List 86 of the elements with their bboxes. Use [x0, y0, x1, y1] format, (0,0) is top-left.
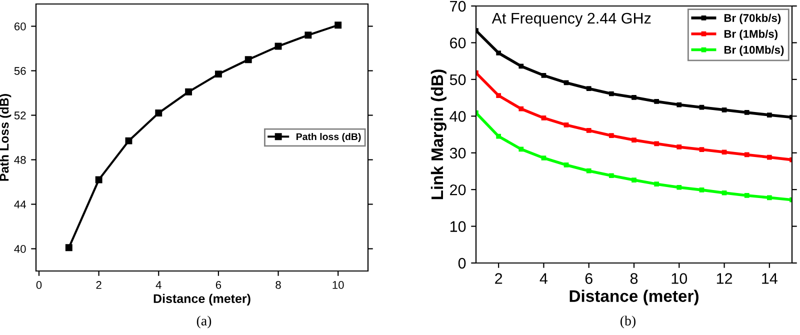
point — [541, 72, 546, 78]
x-axis-title: Distance (meter) — [154, 294, 250, 306]
y-tick-label: 30 — [450, 148, 466, 159]
point — [654, 99, 659, 104]
point — [609, 133, 614, 138]
point — [609, 173, 614, 178]
y-axis-title: Link Margin (dB) — [430, 70, 447, 200]
y-tick-label: 48 — [14, 156, 26, 164]
point — [586, 86, 592, 92]
y-tick-label: 10 — [450, 221, 466, 232]
x-tick-label: 8 — [276, 281, 281, 289]
point — [767, 154, 772, 160]
point — [654, 141, 659, 146]
legend-label: Path loss (dB) — [296, 132, 361, 142]
point — [496, 50, 501, 56]
point — [541, 116, 546, 120]
x-tick-label: 8 — [630, 273, 638, 284]
text: (b) — [620, 316, 636, 328]
point — [744, 152, 750, 158]
point — [518, 146, 524, 152]
point — [699, 147, 704, 152]
x-tick-label: 4 — [540, 273, 548, 284]
y-tick-label: 60 — [450, 38, 466, 48]
y-tick-label: 70 — [450, 0, 466, 12]
point — [334, 22, 342, 29]
text: (a) — [196, 316, 212, 328]
annotation: At Frequency 2.44 GHz — [492, 12, 651, 27]
x-tick-label: 6 — [585, 273, 592, 284]
point — [541, 156, 546, 160]
y-tick-label: 60 — [14, 22, 26, 30]
x-tick-label: 4 — [156, 281, 162, 289]
point — [676, 184, 682, 190]
point — [518, 64, 524, 69]
point — [632, 94, 636, 100]
point — [95, 176, 102, 184]
point — [586, 168, 592, 174]
x-tick-label: 14 — [762, 273, 778, 284]
legend-label: Br (70kb/s) — [724, 14, 781, 24]
x-tick-label: 6 — [216, 281, 222, 289]
y-tick-label: 44 — [14, 200, 26, 208]
point — [185, 88, 192, 96]
point — [304, 32, 312, 39]
point — [722, 150, 727, 155]
point — [632, 178, 636, 182]
y-tick-label: 50 — [450, 74, 466, 86]
x-tick-label: 2 — [96, 281, 102, 289]
point — [496, 93, 501, 98]
point — [722, 107, 727, 112]
legend-label: Br (1Mb/s) — [724, 30, 778, 40]
x-tick-label: 10 — [332, 281, 344, 289]
point — [676, 102, 682, 108]
point — [125, 137, 132, 144]
y-tick-label: 0 — [458, 258, 466, 269]
point — [274, 42, 282, 50]
y-tick-label: 40 — [450, 111, 466, 122]
y-tick-label: 20 — [450, 184, 466, 196]
point — [214, 70, 222, 78]
point — [699, 188, 704, 192]
y-tick-label: 56 — [14, 67, 26, 75]
point — [518, 106, 524, 112]
y-tick-label: 52 — [14, 112, 26, 120]
point — [699, 104, 704, 110]
point — [609, 91, 614, 96]
point — [586, 128, 592, 133]
point — [564, 162, 569, 168]
point — [767, 195, 772, 200]
point — [496, 134, 501, 139]
x-tick-label: 0 — [36, 281, 42, 289]
point — [767, 112, 772, 118]
point — [244, 56, 252, 64]
point — [564, 122, 569, 128]
point — [654, 182, 659, 186]
point — [632, 138, 636, 142]
point — [676, 144, 682, 150]
x-tick-label: 2 — [495, 273, 502, 284]
x-tick-label: 12 — [716, 273, 732, 284]
point — [564, 80, 569, 86]
point — [744, 110, 750, 115]
y-tick-label: 40 — [14, 245, 26, 253]
x-axis-title: Distance (meter) — [570, 290, 698, 306]
legend-label: Br (10Mb/s) — [724, 46, 784, 56]
point — [722, 190, 727, 196]
point — [744, 193, 750, 198]
point — [65, 244, 72, 252]
x-tick-label: 10 — [672, 273, 688, 284]
point — [155, 110, 162, 116]
